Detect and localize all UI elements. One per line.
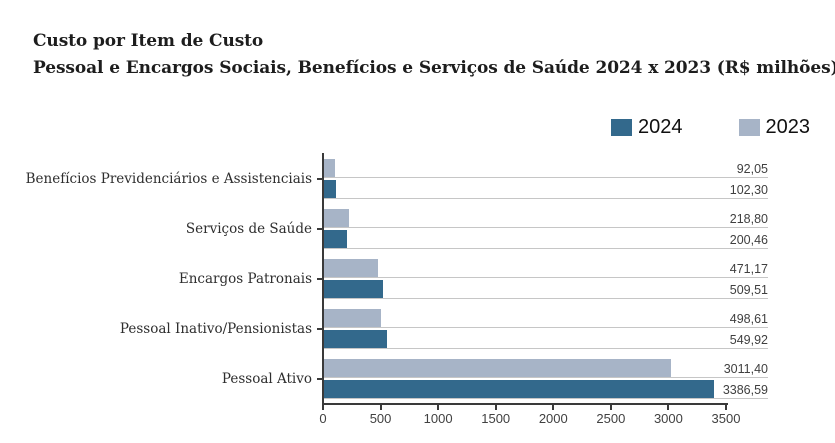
bar-row-2024: 200,46 [324,230,768,249]
x-axis-tick-icon [552,405,555,410]
x-axis-label: 2000 [538,411,568,426]
x-axis-label: 0 [319,411,327,426]
value-label-2024: 509,51 [729,282,768,297]
bar-row-2023: 498,61 [324,309,768,328]
category-label: Serviços de Saúde [185,221,312,237]
category-label: Pessoal Ativo [221,371,312,387]
x-axis-line [322,403,728,405]
x-axis-tick-icon [725,405,727,410]
y-axis-tick-icon [317,228,322,230]
bar-2024 [324,380,714,398]
x-axis-label: 1500 [481,411,511,426]
category-label: Pessoal Inativo/Pensionistas [119,321,312,337]
plot-area: 92,05 102,30 218,80 200,46 471,17 509,51 498,6… [317,153,782,443]
y-axis-tick-icon [317,378,322,380]
value-label-2023: 498,61 [729,311,768,326]
legend-item-2023: 2023 [738,116,811,139]
bar-2023 [324,209,350,227]
bar-group: 3011,40 3386,59 [324,359,768,399]
bar-2023 [324,159,335,177]
x-axis-label: 3000 [653,411,683,426]
x-axis-tick-icon [609,405,612,410]
y-axis-tick-icon [317,178,322,180]
y-axis-line [322,153,324,404]
bar-row-2024: 3386,59 [324,380,768,399]
chart-title-line2: Pessoal e Encargos Sociais, Benefícios e… [33,58,835,78]
legend-swatch-2023-icon [738,119,760,136]
value-label-2024: 3386,59 [722,382,768,397]
bar-row-2024: 549,92 [324,330,768,349]
bar-2023 [324,259,379,277]
legend-label-2023: 2023 [765,116,811,138]
x-axis-tick-icon [667,405,670,410]
legend-item-2024: 2024 [611,116,683,139]
bar-2024 [324,180,336,198]
category-label: Benefícios Previdenciários e Assistencia… [25,171,312,187]
x-axis-tick-icon [379,405,382,410]
legend: 2024 2023 [611,116,810,139]
bar-2023 [324,309,382,327]
bar-group: 218,80 200,46 [324,209,768,249]
x-axis-label: 1000 [423,411,453,426]
value-label-2024: 102,30 [729,182,768,197]
bar-row-2023: 218,80 [324,209,768,228]
value-label-2023: 218,80 [729,211,768,226]
x-axis-tick-icon [437,405,440,410]
y-axis-tick-icon [317,328,322,330]
value-label-2024: 200,46 [729,232,768,247]
bar-groups: 92,05 102,30 218,80 200,46 471,17 509,51 498,6… [324,159,768,409]
x-axis-label: 500 [369,411,392,426]
bar-group: 92,05 102,30 [324,159,768,199]
chart-title: Custo por Item de Custo Pessoal e Encarg… [33,28,835,82]
x-axis-tick-icon [322,405,324,410]
category-label: Encargos Patronais [178,271,312,287]
bar-group: 471,17 509,51 [324,259,768,299]
bar-row-2023: 92,05 [324,159,768,178]
bar-2024 [324,230,348,248]
x-axis-label: 2500 [596,411,626,426]
value-label-2023: 471,17 [729,261,768,276]
bar-row-2023: 471,17 [324,259,768,278]
y-axis-tick-icon [317,278,322,280]
x-axis-tick-icon [494,405,497,410]
bar-row-2024: 102,30 [324,180,768,199]
chart-title-line1: Custo por Item de Custo [33,31,264,51]
legend-label-2024: 2024 [638,116,683,138]
value-label-2024: 549,92 [729,332,768,347]
legend-swatch-2024-icon [611,119,632,136]
bar-2023 [324,359,671,377]
bar-row-2024: 509,51 [324,280,768,299]
bar-2024 [324,280,383,298]
bar-group: 498,61 549,92 [324,309,768,349]
x-axis-label: 3500 [711,411,741,426]
bar-2024 [324,330,388,348]
value-label-2023: 92,05 [736,161,768,176]
bar-row-2023: 3011,40 [324,359,768,378]
value-label-2023: 3011,40 [723,361,768,376]
